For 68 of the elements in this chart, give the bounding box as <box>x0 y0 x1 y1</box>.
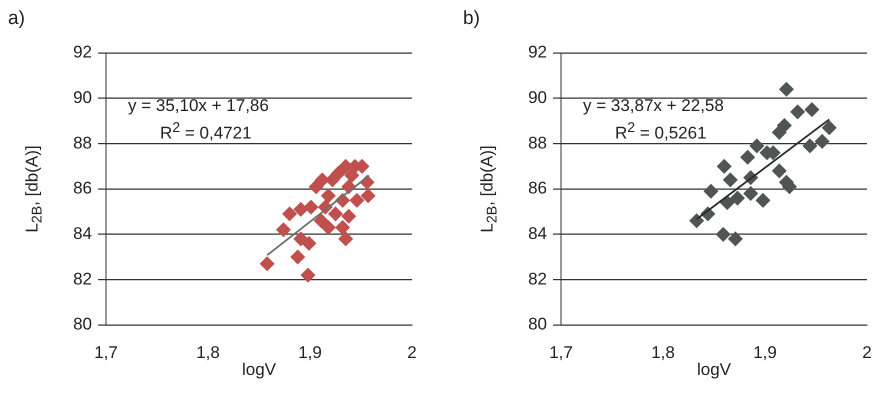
y-tick-label: 86 <box>528 178 547 198</box>
point <box>772 163 787 178</box>
point <box>814 134 830 149</box>
point <box>301 236 316 251</box>
x-tick-label: 2 <box>862 342 872 362</box>
point <box>822 120 837 136</box>
x-tick-label: 2 <box>407 342 417 362</box>
point <box>755 192 770 208</box>
point <box>304 200 319 215</box>
x-tick-label: 1,7 <box>549 342 573 362</box>
y-tick-label: 90 <box>73 88 92 108</box>
point <box>328 206 343 222</box>
point <box>716 226 731 242</box>
point <box>308 179 324 194</box>
y-tick-label: 84 <box>528 224 547 244</box>
point <box>260 256 275 272</box>
y-tick-label: 86 <box>73 178 92 198</box>
x-tick-label: 1,7 <box>94 342 118 362</box>
point <box>703 184 718 199</box>
point <box>749 138 764 154</box>
point <box>743 186 758 202</box>
y-tick-label: 88 <box>528 133 547 152</box>
annotation: R$^{2}$ = 0,5261 <box>615 119 707 144</box>
y-tick-label: 88 <box>73 133 92 152</box>
y-tick-label: 92 <box>528 42 547 62</box>
x-axis-title: logV <box>696 360 732 380</box>
point <box>360 188 376 204</box>
point <box>722 172 738 188</box>
y-tick-label: 82 <box>73 269 92 288</box>
point <box>344 168 360 183</box>
point <box>293 202 308 217</box>
x-axis-title: logV <box>240 360 278 380</box>
x-tick-label: 1,9 <box>298 342 322 362</box>
point <box>349 192 364 208</box>
point <box>804 102 820 118</box>
point <box>728 231 743 246</box>
y-tick-label: 92 <box>73 42 92 62</box>
point <box>320 220 336 236</box>
point <box>338 231 354 246</box>
point <box>300 268 316 283</box>
point <box>716 158 732 174</box>
y-tick-label: 84 <box>73 224 92 244</box>
chart-title: b) <box>463 8 480 30</box>
y-tick-label: 80 <box>528 314 547 334</box>
point <box>276 222 291 238</box>
point <box>778 82 794 97</box>
x-tick-label: 1,9 <box>753 342 777 362</box>
annotation: y = 35,10x + 17,86 <box>128 96 269 116</box>
point <box>772 124 787 140</box>
point <box>341 208 356 224</box>
y-tick-label: 82 <box>528 269 547 288</box>
point <box>740 150 756 165</box>
annotation: y = 33,87x + 22,58 <box>583 96 724 116</box>
point <box>730 190 745 206</box>
point <box>802 138 818 154</box>
x-tick-label: 1,8 <box>196 342 220 362</box>
point <box>790 104 806 120</box>
y-tick-label: 90 <box>528 88 547 108</box>
y-tick-label: 80 <box>73 314 92 334</box>
annotation: R$^{2}$ = 0,4721 <box>160 119 252 144</box>
point <box>335 220 350 236</box>
chart-title: a) <box>8 8 25 30</box>
point <box>689 213 704 228</box>
x-tick-label: 1,8 <box>651 342 675 362</box>
point <box>282 206 298 222</box>
point <box>290 250 306 264</box>
point <box>314 213 329 228</box>
point <box>320 188 336 204</box>
